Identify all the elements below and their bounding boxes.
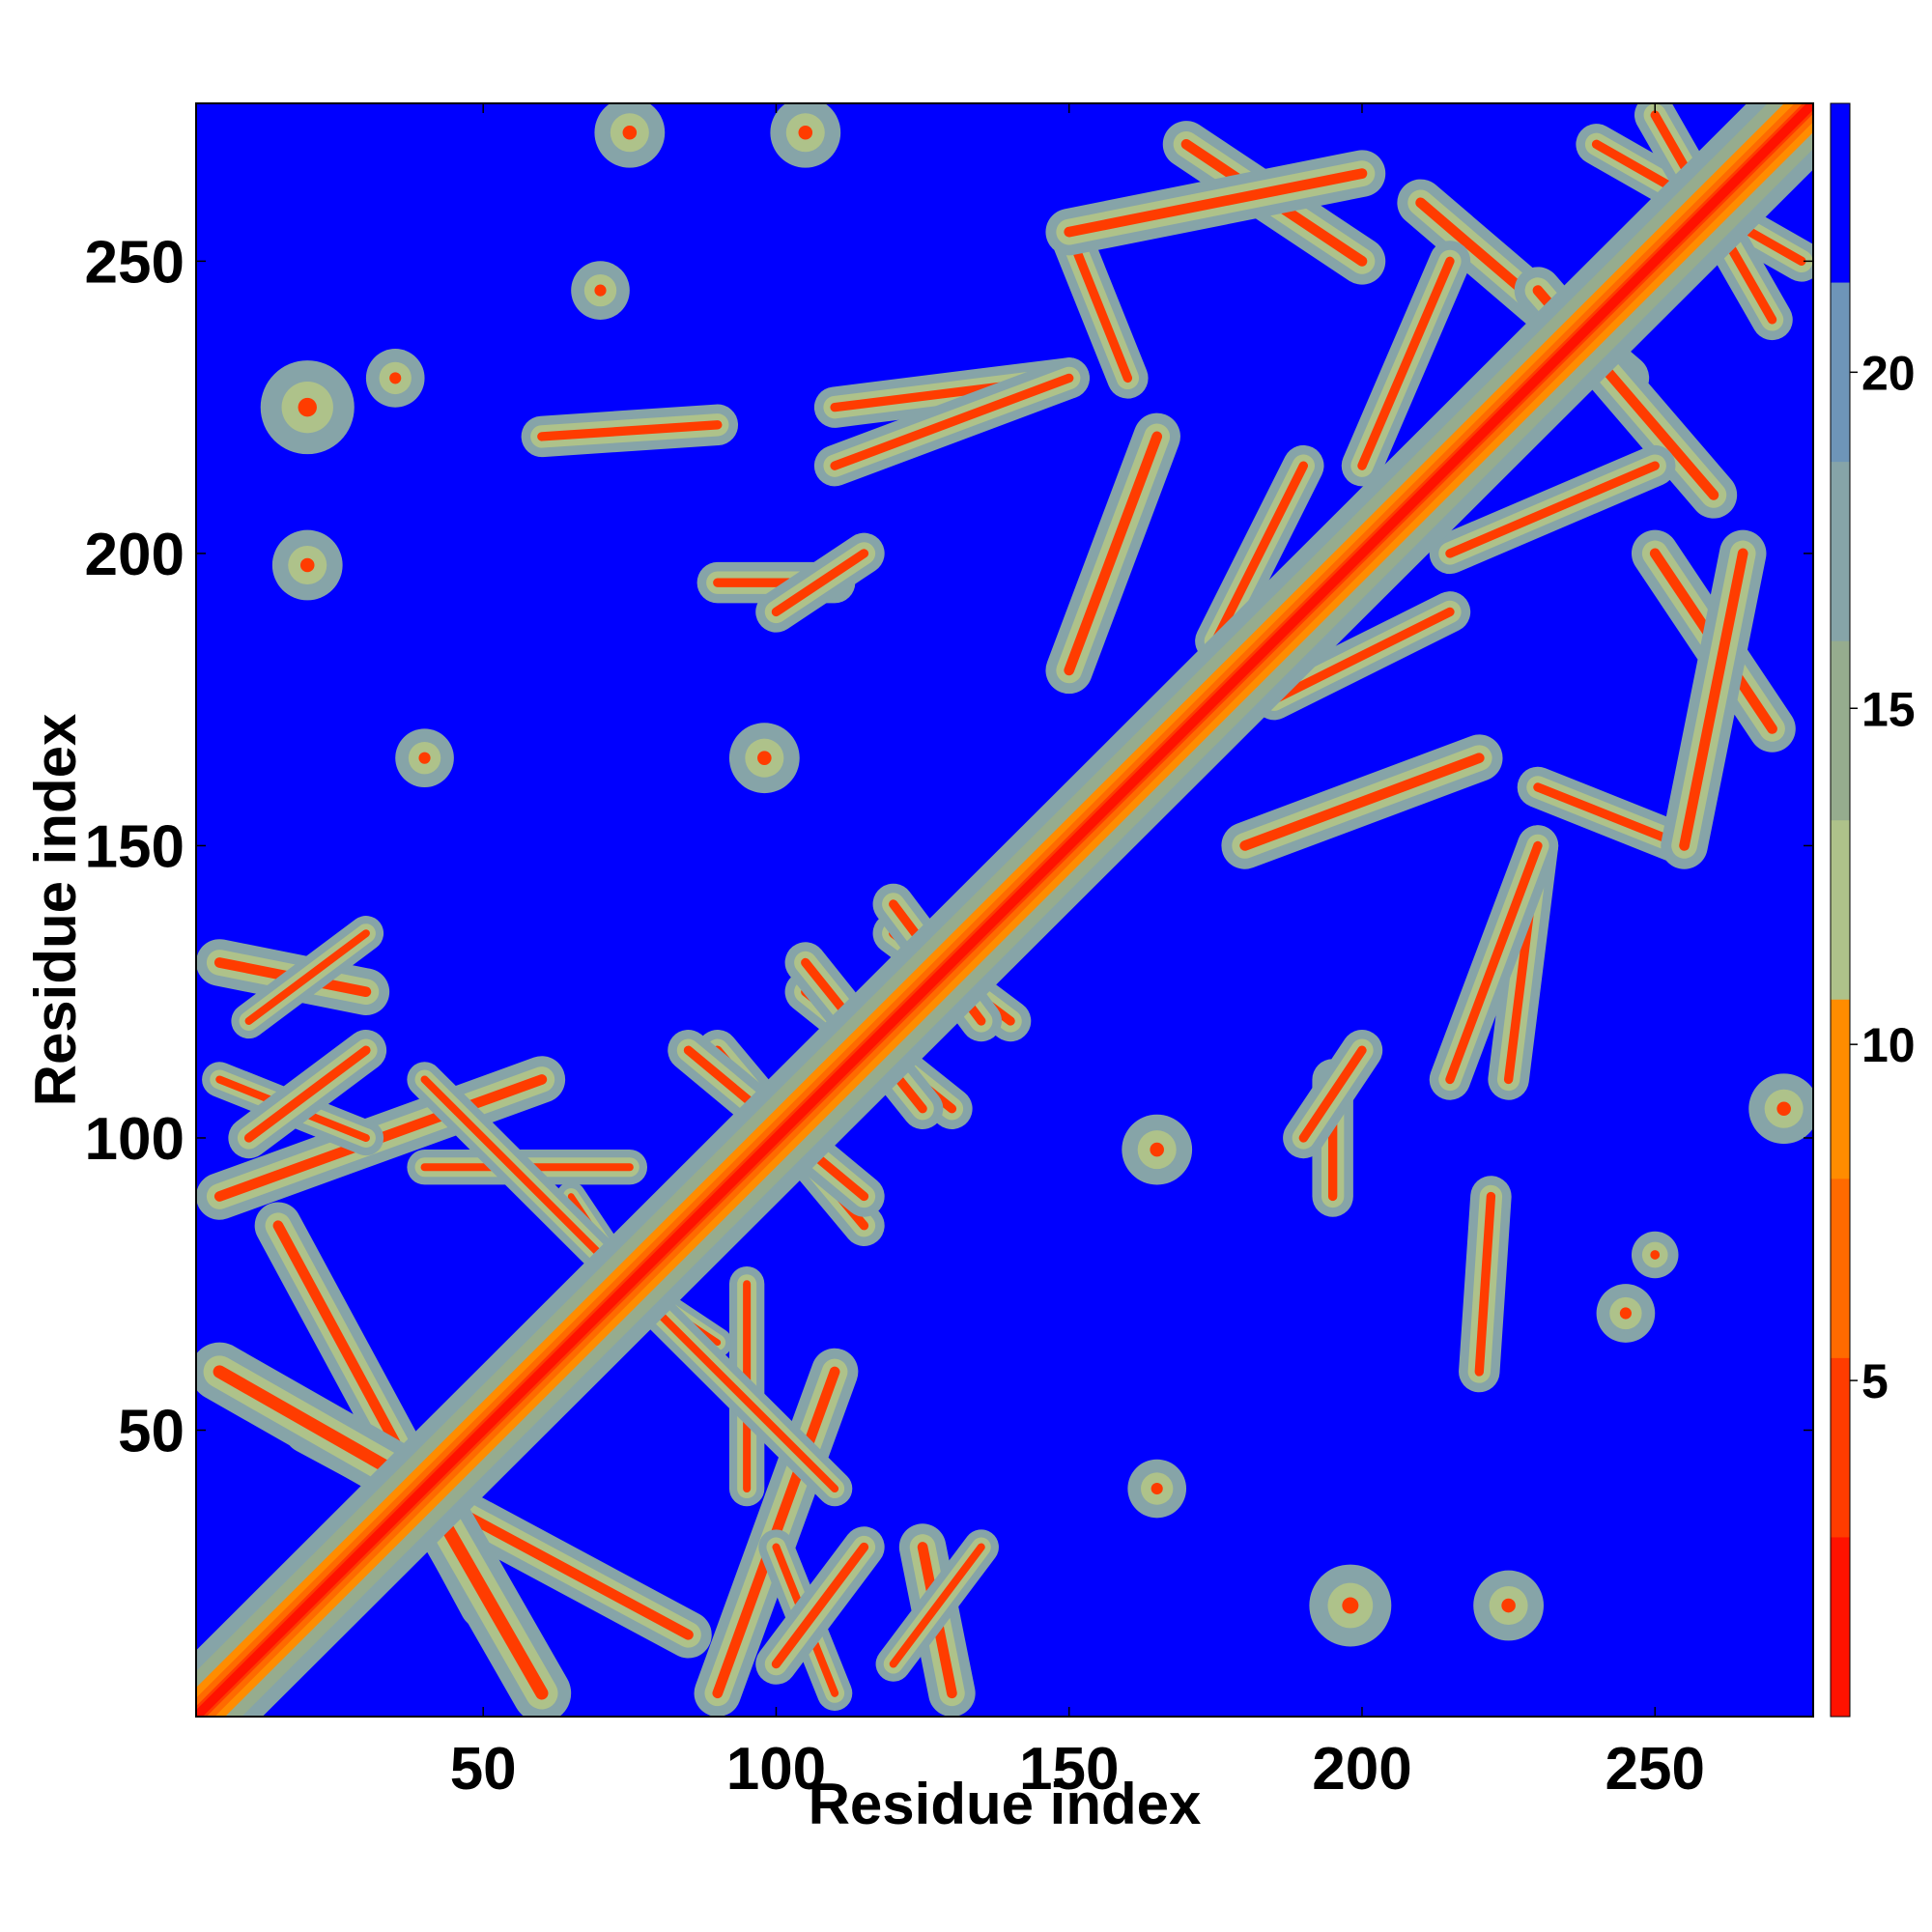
colorbar-tick-label-5: 5 bbox=[1861, 1354, 1889, 1408]
colorbar-tick-label-20: 20 bbox=[1861, 346, 1916, 400]
colorbar-segment-2 bbox=[1831, 1179, 1850, 1359]
colorbar-frame bbox=[1830, 102, 1851, 1718]
colorbar-segment-3 bbox=[1831, 999, 1850, 1179]
contact-segment-18-band-2 bbox=[1533, 782, 1690, 851]
colorbar bbox=[1830, 102, 1851, 1718]
colorbar-segment-7 bbox=[1831, 282, 1850, 463]
contact-segment-19-band-2 bbox=[1445, 461, 1660, 558]
contact-segment-12-band-2 bbox=[889, 1543, 985, 1668]
colorbar-segment-0 bbox=[1831, 1537, 1850, 1718]
colorbar-ticks: 5 10 15 20 bbox=[1850, 346, 1916, 1408]
contact-segment-mirror-18-band-2 bbox=[1065, 227, 1133, 384]
colorbar-segment-6 bbox=[1831, 462, 1850, 642]
y-axis-title: Residue index bbox=[23, 714, 88, 1107]
contact-segment-20-band-2 bbox=[1064, 168, 1368, 238]
x-tick-label-200: 200 bbox=[1312, 1736, 1411, 1803]
contact-blob-14-band-2 bbox=[1342, 1597, 1359, 1614]
contact-blob-3-band-2 bbox=[1150, 1142, 1164, 1157]
y-tick-label-150: 150 bbox=[85, 813, 185, 880]
contact-segment-mirror-25-band-2 bbox=[830, 373, 1074, 470]
contact-blob-7-band-2 bbox=[1776, 1101, 1791, 1117]
contact-segment-mirror-24-band-2 bbox=[771, 549, 869, 617]
x-axis-title: Residue index bbox=[809, 1772, 1202, 1836]
contact-blob-13-band-2 bbox=[299, 557, 315, 573]
x-tick-label-50: 50 bbox=[450, 1736, 517, 1803]
y-tick-label-50: 50 bbox=[118, 1399, 185, 1465]
contact-blob-1-band-2 bbox=[1151, 1482, 1163, 1495]
y-tick-label-250: 250 bbox=[85, 229, 185, 296]
diagonal-line bbox=[196, 103, 1813, 1717]
plot-frame bbox=[195, 102, 1814, 1718]
x-axis-ticks: 50 100 150 200 250 bbox=[450, 103, 1705, 1803]
contact-blob-9-band-2 bbox=[1650, 1250, 1661, 1260]
contact-segment-14-band-2 bbox=[1210, 461, 1308, 646]
colorbar-tick-label-10: 10 bbox=[1861, 1018, 1916, 1072]
contact-blob-4-band-2 bbox=[298, 397, 317, 417]
colorbar-segment-4 bbox=[1831, 820, 1850, 1001]
contact-segment-24-band-2 bbox=[1298, 1045, 1367, 1143]
contact-segment-mirror-13-band-2 bbox=[1064, 431, 1163, 676]
contact-segment-25-band-2 bbox=[1445, 840, 1543, 1085]
contact-blob-6-band-2 bbox=[798, 125, 813, 140]
colorbar-segment-1 bbox=[1831, 1357, 1850, 1538]
y-tick-label-100: 100 bbox=[85, 1106, 185, 1173]
contact-segment-mirror-20-band-2 bbox=[1679, 548, 1748, 851]
contact-blob-11-band-2 bbox=[594, 284, 607, 297]
heatmap-cells bbox=[196, 103, 1813, 1717]
contact-blob-5-band-2 bbox=[1501, 1598, 1516, 1613]
contact-blob-0-band-2 bbox=[418, 752, 431, 764]
contact-blob-10-band-2 bbox=[389, 372, 402, 384]
contact-segment-mirror-12-band-2 bbox=[244, 929, 370, 1025]
contact-segment-mirror-23-band-2 bbox=[1474, 1191, 1496, 1377]
contact-blob-2-band-2 bbox=[757, 751, 772, 765]
y-axis-ticks: 50 100 150 200 250 bbox=[85, 229, 1813, 1465]
x-tick-label-250: 250 bbox=[1605, 1736, 1705, 1803]
x-tick-label-100: 100 bbox=[726, 1736, 826, 1803]
contact-segment-10-band-2 bbox=[655, 1309, 839, 1493]
contact-segment-mirror-19-band-2 bbox=[1357, 256, 1455, 470]
x-tick-label-150: 150 bbox=[1019, 1736, 1119, 1803]
contact-segment-13-band-2 bbox=[1239, 753, 1485, 851]
contact-segment-mirror-14-band-2 bbox=[1269, 607, 1455, 704]
contact-segment-23-band-2 bbox=[537, 420, 723, 441]
y-tick-label-200: 200 bbox=[85, 522, 185, 588]
colorbar-segment-8 bbox=[1831, 103, 1850, 284]
contact-segment-11-band-2 bbox=[771, 1542, 869, 1669]
colorbar-tick-label-15: 15 bbox=[1861, 682, 1916, 736]
contact-blob-8-band-2 bbox=[622, 125, 638, 140]
colorbar-segment-5 bbox=[1831, 640, 1850, 821]
contact-segment-mirror-11-band-2 bbox=[243, 1045, 371, 1143]
heatmap-plot-area bbox=[195, 102, 1814, 1718]
contact-blob-12-band-2 bbox=[1619, 1307, 1632, 1320]
contact-segment-mirror-10-band-2 bbox=[420, 1075, 605, 1259]
